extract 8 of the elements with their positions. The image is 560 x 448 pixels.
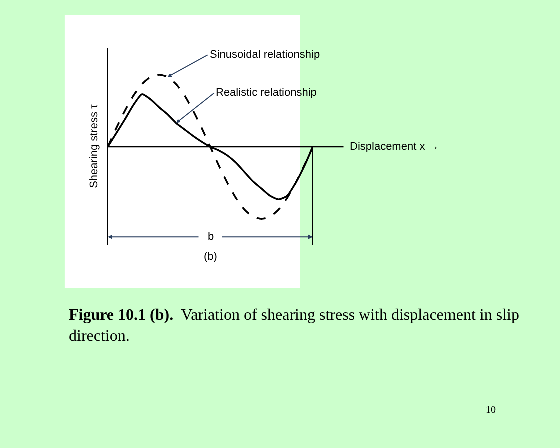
text: Sinusoidal relationship [210, 49, 320, 61]
text: Realistic relationship [216, 87, 317, 99]
text: (b) [204, 251, 218, 263]
text: 10 [486, 405, 496, 416]
y-axis-title: Shearing stress τ [88, 104, 101, 188]
text: Figure 10.1 (b). Variation of shearing stress with displacement in slip direction. [69, 307, 520, 345]
x-axis-title: Displacement x → [350, 141, 440, 153]
text: b [208, 231, 214, 243]
